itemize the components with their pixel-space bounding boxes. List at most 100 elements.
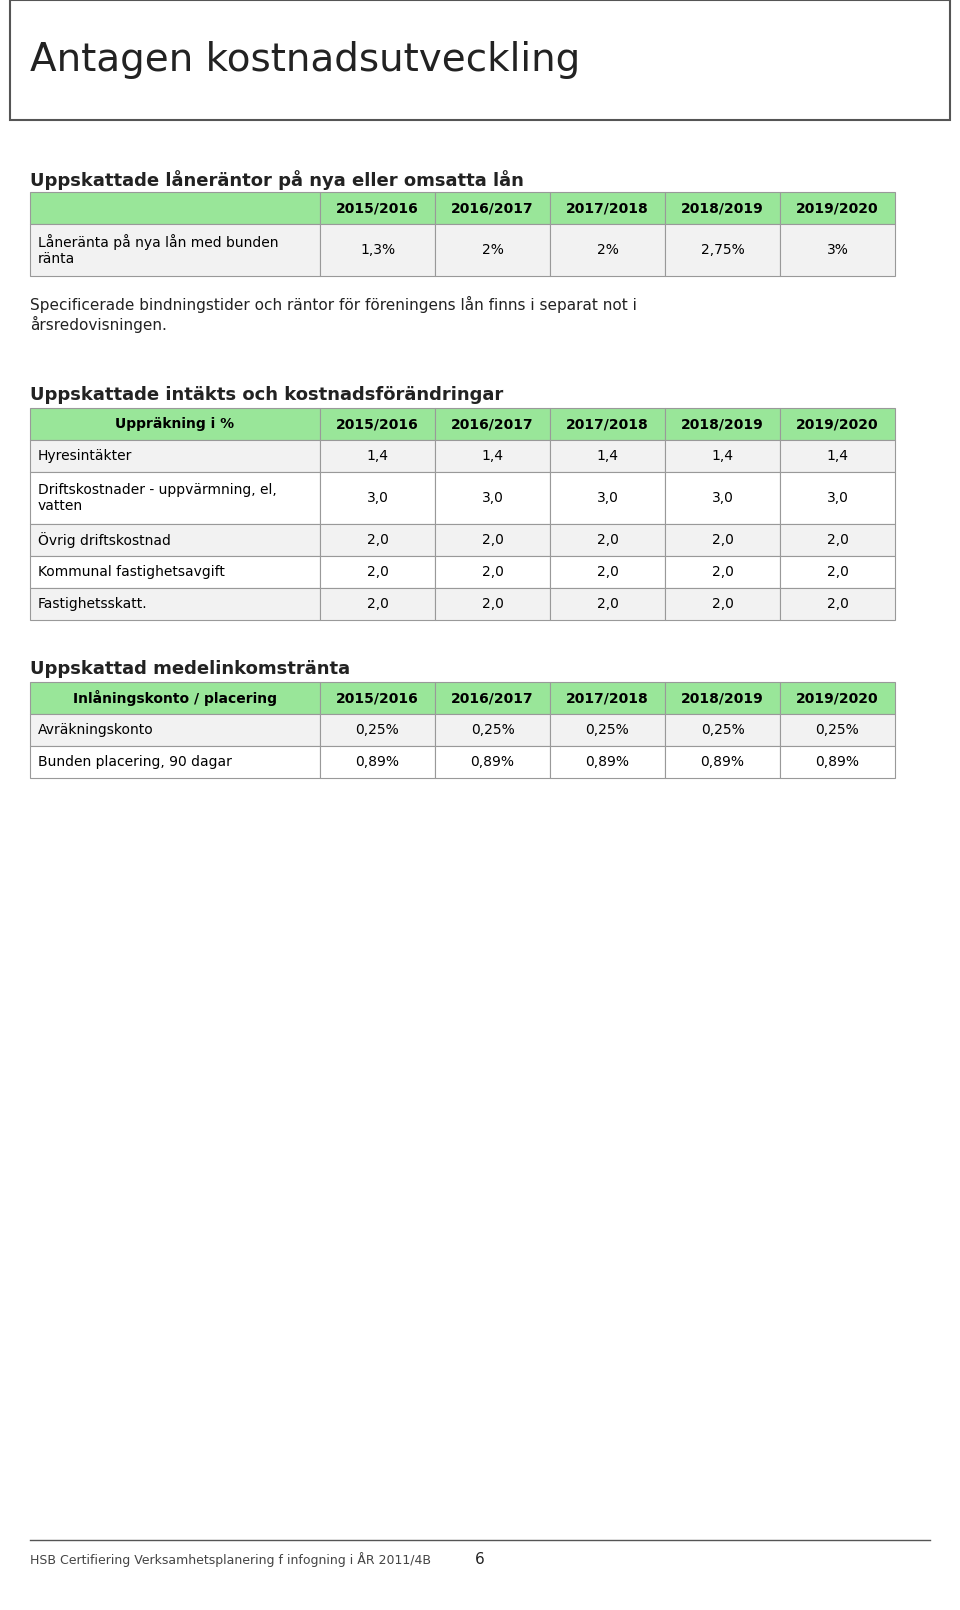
Text: 2017/2018: 2017/2018: [566, 201, 649, 216]
Text: 2,75%: 2,75%: [701, 243, 744, 258]
Bar: [435, 588, 550, 620]
Text: 2017/2018: 2017/2018: [566, 691, 649, 705]
Bar: [665, 224, 780, 275]
Bar: [780, 555, 895, 588]
Bar: [550, 472, 665, 523]
Text: 2017/2018: 2017/2018: [566, 417, 649, 431]
Bar: [550, 407, 665, 440]
Text: 2018/2019: 2018/2019: [682, 417, 764, 431]
Text: Övrig driftskostnad: Övrig driftskostnad: [38, 531, 171, 547]
Text: 2,0: 2,0: [367, 565, 389, 580]
Text: 2019/2020: 2019/2020: [796, 691, 878, 705]
Text: 2016/2017: 2016/2017: [451, 201, 534, 216]
Text: 2%: 2%: [596, 243, 618, 258]
Text: 2,0: 2,0: [482, 597, 503, 612]
Text: Bunden placering, 90 dagar: Bunden placering, 90 dagar: [38, 755, 232, 770]
Text: 2,0: 2,0: [711, 533, 733, 547]
Bar: [435, 523, 550, 555]
Bar: [550, 588, 665, 620]
Text: Inlåningskonto / placering: Inlåningskonto / placering: [73, 691, 277, 707]
Bar: [780, 440, 895, 472]
Bar: [435, 745, 550, 778]
Text: Avräkningskonto: Avräkningskonto: [38, 723, 154, 737]
Bar: [30, 713, 320, 745]
Bar: [665, 523, 780, 555]
Text: 3%: 3%: [827, 243, 849, 258]
Bar: [665, 683, 780, 713]
Text: Uppskattade låneräntor på nya eller omsatta lån: Uppskattade låneräntor på nya eller omsa…: [30, 171, 524, 190]
Bar: [550, 745, 665, 778]
Bar: [30, 192, 320, 224]
Text: 1,4: 1,4: [367, 449, 389, 464]
Bar: [320, 224, 435, 275]
Bar: [320, 745, 435, 778]
Text: 2015/2016: 2015/2016: [336, 417, 419, 431]
Text: 2018/2019: 2018/2019: [682, 691, 764, 705]
Text: 2019/2020: 2019/2020: [796, 201, 878, 216]
Text: Antagen kostnadsutveckling: Antagen kostnadsutveckling: [30, 40, 580, 79]
Text: 0,89%: 0,89%: [470, 755, 515, 770]
Bar: [30, 407, 320, 440]
Bar: [550, 224, 665, 275]
Bar: [665, 713, 780, 745]
Text: 2018/2019: 2018/2019: [682, 201, 764, 216]
Text: 3,0: 3,0: [711, 491, 733, 506]
Text: Specificerade bindningstider och räntor för föreningens lån finns i separat not : Specificerade bindningstider och räntor …: [30, 296, 636, 333]
Bar: [435, 472, 550, 523]
Bar: [550, 440, 665, 472]
Bar: [780, 407, 895, 440]
Text: 2,0: 2,0: [827, 597, 849, 612]
Text: 0,25%: 0,25%: [816, 723, 859, 737]
Text: 2,0: 2,0: [711, 565, 733, 580]
Bar: [780, 224, 895, 275]
Bar: [320, 683, 435, 713]
Text: 1,4: 1,4: [596, 449, 618, 464]
Text: 2,0: 2,0: [482, 533, 503, 547]
Bar: [780, 523, 895, 555]
Text: 2015/2016: 2015/2016: [336, 691, 419, 705]
Bar: [320, 192, 435, 224]
Text: 0,25%: 0,25%: [355, 723, 399, 737]
Bar: [550, 683, 665, 713]
Text: 2019/2020: 2019/2020: [796, 417, 878, 431]
Bar: [665, 407, 780, 440]
Text: 0,89%: 0,89%: [586, 755, 630, 770]
Text: 0,25%: 0,25%: [470, 723, 515, 737]
Text: 2,0: 2,0: [482, 565, 503, 580]
Text: HSB Certifiering Verksamhetsplanering f infogning i ÅR 2011/4B: HSB Certifiering Verksamhetsplanering f …: [30, 1552, 431, 1567]
Bar: [320, 472, 435, 523]
Bar: [30, 440, 320, 472]
Text: 3,0: 3,0: [596, 491, 618, 506]
Bar: [665, 192, 780, 224]
Bar: [665, 745, 780, 778]
Bar: [780, 192, 895, 224]
Text: 0,89%: 0,89%: [815, 755, 859, 770]
Text: 1,4: 1,4: [482, 449, 503, 464]
Text: 1,4: 1,4: [827, 449, 849, 464]
Text: Driftskostnader - uppvärmning, el,
vatten: Driftskostnader - uppvärmning, el, vatte…: [38, 483, 276, 514]
Bar: [665, 555, 780, 588]
Text: 3,0: 3,0: [482, 491, 503, 506]
Text: 2,0: 2,0: [596, 597, 618, 612]
Bar: [435, 713, 550, 745]
Text: 2016/2017: 2016/2017: [451, 417, 534, 431]
Bar: [550, 713, 665, 745]
Bar: [320, 588, 435, 620]
Text: Uppskattade intäkts och kostnadsförändringar: Uppskattade intäkts och kostnadsförändri…: [30, 386, 503, 404]
Bar: [30, 224, 320, 275]
Text: 0,25%: 0,25%: [701, 723, 744, 737]
Text: 0,25%: 0,25%: [586, 723, 630, 737]
Text: 2,0: 2,0: [711, 597, 733, 612]
Text: Låneränta på nya lån med bunden
ränta: Låneränta på nya lån med bunden ränta: [38, 233, 278, 266]
Bar: [435, 192, 550, 224]
Text: 2,0: 2,0: [367, 597, 389, 612]
Bar: [435, 407, 550, 440]
Bar: [780, 713, 895, 745]
Bar: [435, 555, 550, 588]
Text: 0,89%: 0,89%: [355, 755, 399, 770]
Bar: [30, 683, 320, 713]
Text: 2,0: 2,0: [367, 533, 389, 547]
Text: 2,0: 2,0: [596, 565, 618, 580]
Bar: [30, 523, 320, 555]
Bar: [30, 588, 320, 620]
